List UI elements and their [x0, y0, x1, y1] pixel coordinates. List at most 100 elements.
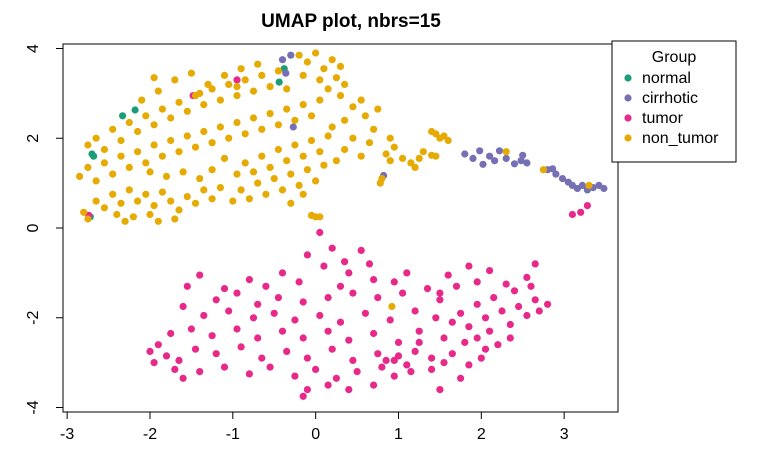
data-point [183, 132, 191, 140]
data-point [200, 311, 208, 320]
data-point [457, 309, 465, 317]
data-point [531, 296, 539, 304]
data-point [486, 327, 494, 335]
data-point [506, 320, 514, 329]
data-point [233, 325, 241, 333]
data-point [150, 121, 158, 129]
data-point [183, 282, 191, 290]
y-tick-label: -2 [25, 311, 42, 325]
data-point [432, 152, 440, 160]
data-point [92, 177, 100, 185]
data-point [254, 60, 262, 68]
data-point [523, 273, 531, 281]
data-point [183, 107, 191, 115]
data-point [365, 139, 374, 147]
data-point [357, 246, 365, 254]
data-point [388, 302, 396, 311]
data-point [117, 152, 125, 160]
data-point [320, 65, 328, 73]
legend: Group normal cirrhotic tumor non_tumor [611, 40, 737, 163]
legend-label: cirrhotic [642, 90, 698, 107]
data-point [336, 282, 345, 290]
data-point [167, 136, 175, 145]
data-point [349, 103, 357, 111]
data-point [365, 260, 374, 268]
data-point [278, 56, 287, 64]
data-point [258, 354, 266, 362]
data-point [138, 96, 146, 104]
data-point [282, 69, 290, 77]
data-point [394, 338, 403, 346]
data-point [390, 356, 398, 364]
y-axis: -4 -2 0 2 4 [25, 44, 64, 415]
data-point [262, 282, 270, 290]
data-point [448, 350, 456, 358]
data-point [374, 294, 382, 302]
data-point [481, 314, 490, 322]
data-point [278, 186, 287, 194]
data-point [411, 163, 419, 171]
data-point [162, 352, 171, 360]
legend-marker [624, 114, 632, 122]
data-point [353, 368, 361, 376]
data-point [249, 87, 258, 95]
data-point [76, 172, 84, 180]
points-layer [76, 49, 608, 400]
data-point [428, 354, 436, 362]
data-point [523, 159, 531, 167]
data-point [341, 116, 349, 124]
legend-marker [624, 74, 632, 82]
data-point [486, 152, 494, 160]
x-tick-label: -2 [143, 426, 157, 443]
data-point [100, 159, 108, 167]
data-point [341, 145, 349, 154]
data-point [465, 361, 473, 369]
data-point [254, 334, 262, 342]
data-point [324, 294, 332, 302]
data-point [200, 186, 208, 194]
data-point [328, 244, 336, 252]
data-point [150, 74, 158, 82]
data-point [403, 361, 411, 369]
data-point [328, 345, 336, 353]
data-point [320, 262, 328, 270]
data-point [349, 289, 357, 297]
data-point [336, 92, 345, 100]
data-point [583, 202, 592, 210]
data-point [167, 329, 175, 338]
x-tick-label: 0 [311, 426, 320, 443]
data-point [84, 141, 92, 149]
data-point [208, 139, 216, 147]
data-point [394, 352, 403, 360]
data-point [390, 278, 398, 286]
data-point [519, 151, 527, 159]
data-point [324, 85, 332, 93]
data-point [461, 338, 469, 346]
data-point [191, 143, 200, 151]
data-point [303, 166, 311, 174]
data-point [291, 372, 299, 380]
legend-marker [624, 94, 632, 102]
data-point [349, 356, 357, 364]
data-point [129, 213, 137, 221]
data-point [270, 309, 278, 317]
data-point [167, 197, 175, 205]
data-point [307, 136, 316, 145]
data-point [473, 300, 481, 308]
data-point [183, 193, 191, 201]
series-cirrhotic [278, 51, 608, 194]
data-point [577, 208, 585, 216]
data-point [125, 118, 133, 127]
data-point [457, 374, 465, 382]
data-point [320, 161, 328, 169]
legend-label: tumor [642, 110, 684, 127]
data-point [146, 210, 154, 219]
data-point [535, 307, 543, 315]
data-point [175, 148, 183, 156]
data-point [374, 105, 382, 113]
data-point [204, 80, 212, 88]
data-point [465, 323, 473, 331]
data-point [415, 338, 423, 346]
data-point [415, 327, 423, 335]
data-point [196, 89, 204, 97]
